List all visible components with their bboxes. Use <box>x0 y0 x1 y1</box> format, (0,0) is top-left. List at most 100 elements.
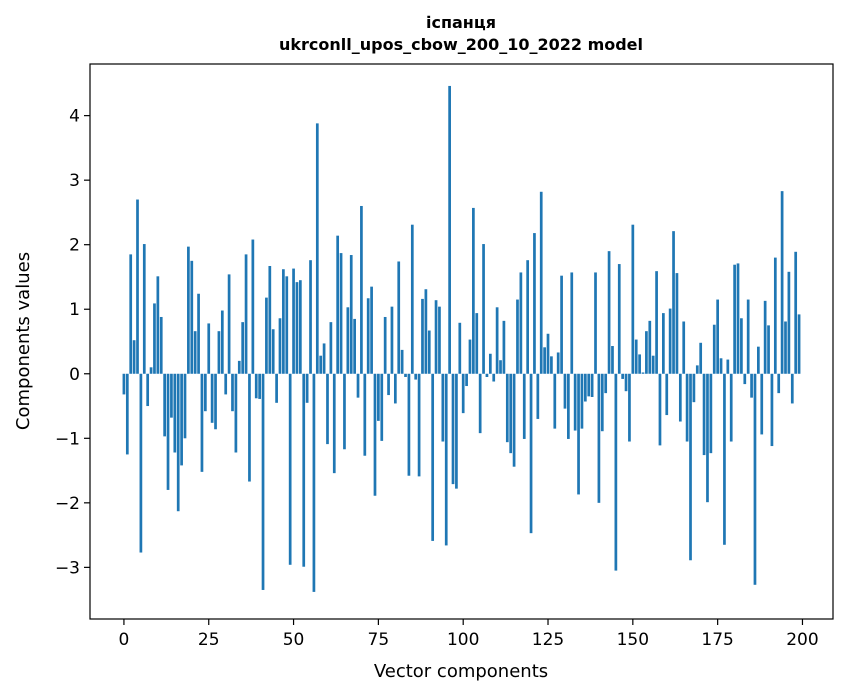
bar-59 <box>322 343 326 374</box>
bar-105 <box>478 373 482 434</box>
bar-33 <box>234 373 238 453</box>
bar-94 <box>441 373 445 442</box>
bar-196 <box>787 271 791 374</box>
bar-14 <box>170 373 173 418</box>
bar-175 <box>716 299 720 374</box>
bar-144 <box>611 346 614 374</box>
bar-37 <box>248 373 251 482</box>
y-tick-label: 0 <box>69 365 80 385</box>
bar-4 <box>136 199 139 374</box>
bar-57 <box>315 123 319 374</box>
bar-9 <box>153 303 156 374</box>
bar-184 <box>746 299 750 374</box>
bar-25 <box>207 323 211 374</box>
bar-103 <box>472 207 475 374</box>
x-axis: 0 25 50 75 100 125 150 175 200 <box>119 619 819 650</box>
x-tick-label: 125 <box>532 630 564 650</box>
bar-64 <box>339 253 343 374</box>
bar-119 <box>526 260 530 374</box>
bar-166 <box>685 373 689 442</box>
bar-20 <box>190 260 194 374</box>
bar-93 <box>438 306 441 374</box>
y-tick-label: −1 <box>55 429 80 449</box>
bar-107 <box>485 373 489 377</box>
bar-152 <box>638 354 641 374</box>
bar-170 <box>699 342 703 374</box>
bar-63 <box>336 235 340 374</box>
bar-102 <box>468 339 472 374</box>
bar-173 <box>709 373 713 454</box>
x-tick-label: 200 <box>786 630 818 650</box>
bar-88 <box>421 298 424 374</box>
bar-77 <box>383 316 387 374</box>
bar-112 <box>502 320 506 374</box>
bar-188 <box>760 373 764 435</box>
bar-110 <box>495 307 499 374</box>
bar-185 <box>750 373 753 398</box>
bar-96 <box>448 85 451 374</box>
bar-83 <box>404 373 407 377</box>
bar-143 <box>607 251 611 374</box>
bar-111 <box>499 360 502 374</box>
bar-44 <box>271 329 275 374</box>
bar-42 <box>265 297 268 374</box>
bar-104 <box>475 313 479 374</box>
x-tick-label: 25 <box>198 630 220 650</box>
bar-23 <box>200 373 204 472</box>
bar-115 <box>512 373 516 467</box>
bar-29 <box>220 310 224 374</box>
bar-136 <box>583 373 587 402</box>
y-tick-label: 4 <box>69 107 80 127</box>
bar-73 <box>370 286 373 374</box>
bar-11 <box>159 316 163 374</box>
bar-167 <box>689 373 692 561</box>
x-tick-label: 100 <box>447 630 479 650</box>
bar-35 <box>241 322 245 374</box>
bar-159 <box>662 313 665 374</box>
bar-114 <box>509 373 513 454</box>
bar-79 <box>390 306 394 374</box>
bar-81 <box>397 261 401 374</box>
bar-69 <box>356 373 360 398</box>
x-tick-label: 175 <box>701 630 733 650</box>
bar-192 <box>773 257 777 374</box>
bar-139 <box>594 272 597 374</box>
bar-82 <box>400 349 404 374</box>
bar-198 <box>794 251 798 374</box>
bar-75 <box>377 373 380 421</box>
bar-54 <box>305 373 309 403</box>
bar-41 <box>261 373 265 590</box>
bar-177 <box>723 373 726 545</box>
bar-125 <box>546 333 550 374</box>
bars-group <box>122 85 801 592</box>
bar-16 <box>176 373 180 512</box>
bar-117 <box>519 272 523 374</box>
bar-26 <box>210 373 214 423</box>
bar-60 <box>326 373 329 445</box>
bar-49 <box>288 373 292 565</box>
bar-91 <box>431 373 435 541</box>
bar-51 <box>295 282 299 374</box>
bar-138 <box>590 373 594 397</box>
bar-40 <box>258 373 261 399</box>
bar-50 <box>292 268 295 374</box>
chart-title-line-2: ukrconll_upos_cbow_200_10_2022 model <box>279 35 643 54</box>
bar-162 <box>672 231 675 374</box>
bar-53 <box>302 373 306 567</box>
y-tick-label: 1 <box>69 300 80 320</box>
bar-32 <box>231 373 234 412</box>
bar-113 <box>505 373 509 443</box>
bar-127 <box>553 373 557 429</box>
bar-174 <box>712 324 716 374</box>
bar-176 <box>719 358 723 374</box>
bar-99 <box>458 322 462 374</box>
bar-85 <box>410 224 414 374</box>
bar-24 <box>203 373 207 412</box>
bar-65 <box>343 373 346 450</box>
bar-46 <box>278 318 282 374</box>
bar-182 <box>740 318 743 374</box>
bar-13 <box>166 373 170 490</box>
bar-169 <box>695 365 699 374</box>
bar-158 <box>658 373 662 446</box>
y-axis: −3 −2 −1 0 1 2 3 4 <box>55 107 90 578</box>
